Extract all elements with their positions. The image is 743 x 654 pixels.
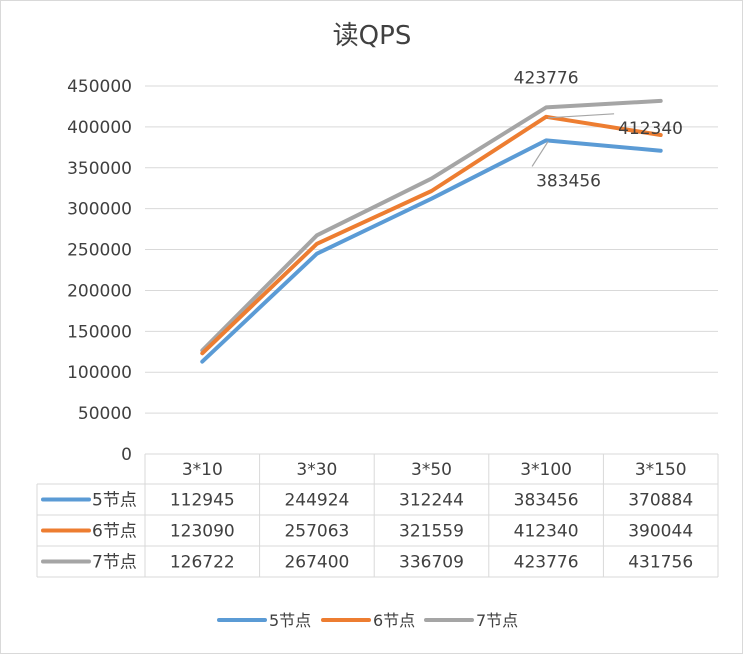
y-tick-label-50000: 50000	[78, 404, 132, 424]
data-table: 3*10 3*30 3*50 3*100 3*150 5节点 112945 244924 312…	[36, 453, 719, 578]
y-axis-ticks: 0 50000 100000 150000 200000 250000 300000 3500…	[67, 77, 132, 465]
table-value-1-4: 390044	[628, 522, 693, 542]
y-tick-label-150000: 150000	[67, 322, 132, 342]
category-label-2: 3*50	[411, 460, 452, 480]
table-value-2-0: 126722	[170, 553, 235, 573]
data-label-1-3: 412340	[618, 119, 683, 139]
legend: 5节点 6节点 7节点	[217, 611, 518, 630]
table-value-0-0: 112945	[170, 491, 235, 511]
table-value-1-3: 412340	[514, 522, 579, 542]
table-value-2-3: 423776	[514, 553, 579, 573]
y-tick-label-0: 0	[121, 445, 132, 465]
data-label-0-3: 383456	[536, 171, 601, 191]
table-value-1-0: 123090	[170, 522, 235, 542]
data-label-2-3: 423776	[514, 68, 579, 88]
series-lines	[200, 98, 663, 364]
category-label-0: 3*10	[182, 460, 223, 480]
data-labels: 423776 412340 383456	[514, 68, 683, 191]
table-value-0-1: 244924	[284, 491, 349, 511]
y-tick-label-400000: 400000	[67, 118, 132, 138]
y-tick-label-250000: 250000	[67, 241, 132, 261]
series-line-2	[200, 98, 663, 353]
chart-title: 读QPS	[333, 21, 412, 51]
data-label-leader-1	[548, 113, 615, 119]
table-value-0-2: 312244	[399, 491, 464, 511]
legend-label-0: 5节点	[269, 611, 311, 630]
category-label-3: 3*100	[520, 460, 572, 480]
series-line-0	[200, 138, 663, 364]
y-tick-label-200000: 200000	[67, 281, 132, 301]
table-value-2-1: 267400	[284, 553, 349, 573]
series-line-1	[200, 114, 663, 356]
category-label-1: 3*30	[296, 460, 337, 480]
y-tick-label-300000: 300000	[67, 200, 132, 220]
y-tick-label-450000: 450000	[67, 77, 132, 97]
y-tick-label-100000: 100000	[67, 363, 132, 383]
table-value-2-2: 336709	[399, 553, 464, 573]
table-series-name-0: 5节点	[92, 491, 137, 511]
table-series-name-2: 7节点	[92, 553, 137, 573]
table-value-1-2: 321559	[399, 522, 464, 542]
data-label-leader-0	[531, 141, 549, 167]
table-value-0-3: 383456	[514, 491, 579, 511]
legend-label-2: 7节点	[476, 611, 518, 630]
table-value-0-4: 370884	[628, 491, 693, 511]
gridlines	[145, 85, 718, 414]
y-tick-label-350000: 350000	[67, 159, 132, 179]
table-series-name-1: 6节点	[92, 522, 137, 542]
category-label-4: 3*150	[635, 460, 687, 480]
table-value-2-4: 431756	[628, 553, 693, 573]
legend-label-1: 6节点	[373, 611, 415, 630]
table-value-1-1: 257063	[284, 522, 349, 542]
